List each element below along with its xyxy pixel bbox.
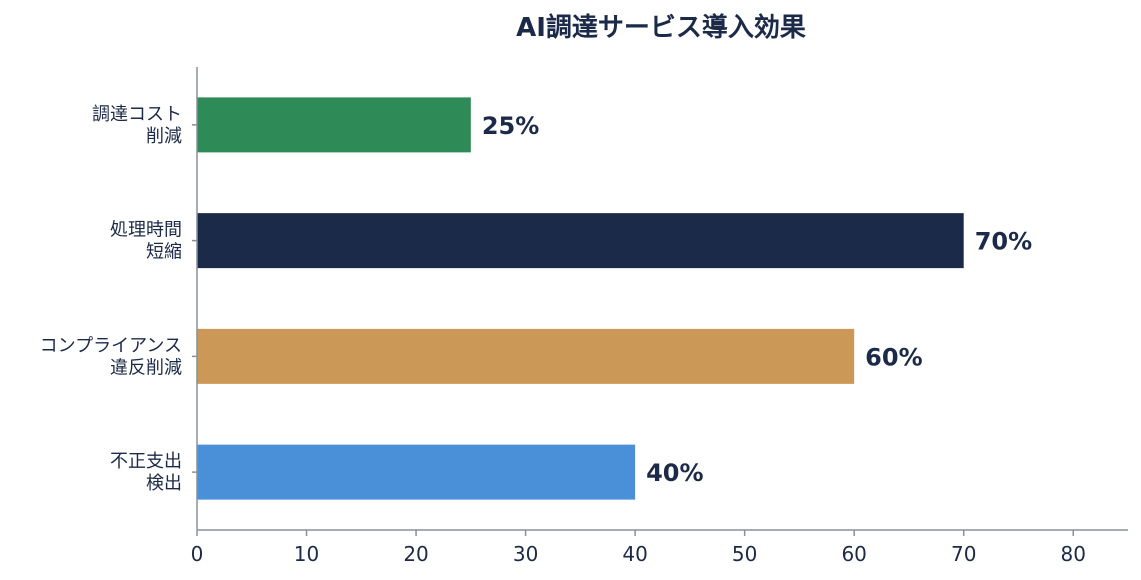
chart-title: AI調達サービス導入効果 [516, 12, 806, 43]
category-label: 調達コスト削減 [92, 104, 182, 147]
bar [197, 213, 964, 269]
x-tick-label: 50 [732, 542, 757, 566]
category-label-line: 処理時間 [110, 220, 182, 241]
category-label-line: 削減 [146, 126, 182, 147]
category-label-line: 検出 [146, 473, 182, 494]
category-label-line: 調達コスト [92, 104, 182, 125]
category-label-line: 短縮 [146, 242, 182, 263]
data-label: 60% [865, 343, 922, 371]
category-label-line: 違反削減 [110, 357, 182, 378]
x-tick-label: 0 [191, 542, 204, 566]
x-tick-label: 20 [403, 542, 428, 566]
bar [197, 444, 636, 500]
category-label: コンプライアンス違反削減 [40, 335, 182, 378]
category-label: 処理時間短縮 [110, 220, 182, 263]
x-tick-label: 40 [622, 542, 647, 566]
data-label: 70% [975, 228, 1032, 256]
category-label: 不正支出検出 [110, 451, 182, 494]
x-tick-label: 60 [841, 542, 866, 566]
data-label: 25% [482, 112, 539, 140]
x-tick-label: 80 [1061, 542, 1086, 566]
bar [197, 328, 855, 384]
bar [197, 97, 471, 153]
x-tick-label: 70 [951, 542, 976, 566]
x-tick-label: 10 [294, 542, 319, 566]
data-label: 40% [646, 459, 703, 487]
x-tick-label: 30 [513, 542, 538, 566]
category-label-line: コンプライアンス [40, 335, 182, 356]
category-label-line: 不正支出 [110, 451, 182, 472]
